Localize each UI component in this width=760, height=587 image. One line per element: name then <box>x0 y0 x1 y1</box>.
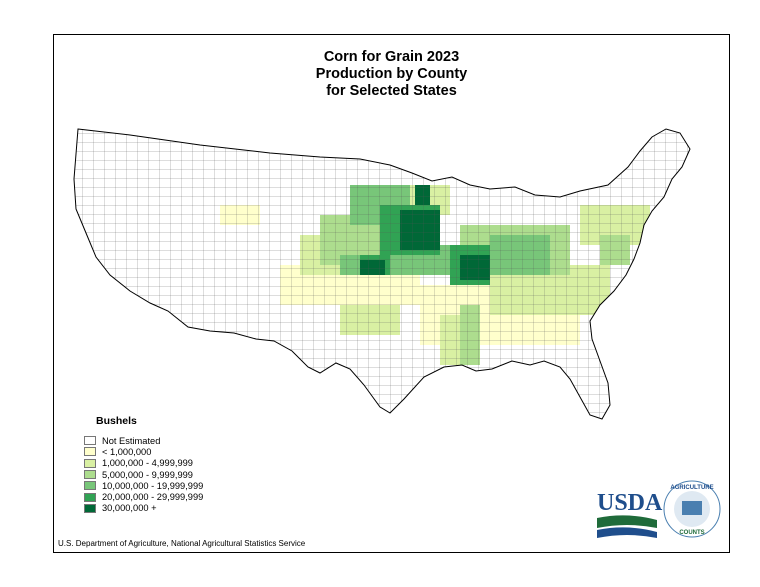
legend-swatch <box>84 447 96 457</box>
legend-label: 20,000,000 - 29,999,999 <box>102 492 204 503</box>
legend-item: < 1,000,000 <box>84 446 203 457</box>
us-county-map <box>73 128 691 420</box>
badge-top-text: AGRICULTURE <box>670 485 713 491</box>
legend-item: 5,000,000 - 9,999,999 <box>84 469 203 480</box>
legend-item: 30,000,000 + <box>84 503 203 514</box>
legend: Bushels Not Estimated < 1,000,000 1,000,00… <box>84 415 203 514</box>
badge-bottom-text: COUNTS <box>679 530 704 536</box>
legend-label: Not Estimated <box>102 435 161 446</box>
legend-swatch <box>84 492 96 502</box>
legend-item: 1,000,000 - 4,999,999 <box>84 458 203 469</box>
legend-label: < 1,000,000 <box>102 446 152 457</box>
legend-title: Bushels <box>96 415 137 427</box>
legend-swatch <box>84 470 96 480</box>
legend-swatch <box>84 503 96 513</box>
legend-swatch <box>84 436 96 446</box>
legend-item: 20,000,000 - 29,999,999 <box>84 491 203 502</box>
source-credit: U.S. Department of Agriculture, National… <box>58 539 306 548</box>
us-outline <box>73 128 691 420</box>
legend-swatch <box>84 458 96 468</box>
map-title: Corn for Grain 2023 Production by County… <box>54 49 729 100</box>
usda-text: USDA <box>597 490 663 516</box>
title-line-1: Corn for Grain 2023 <box>323 49 460 65</box>
legend-label: 30,000,000 + <box>102 503 157 514</box>
legend-label: 5,000,000 - 9,999,999 <box>102 469 193 480</box>
logos: USDA AGRICULTURE COUNTS <box>597 480 721 538</box>
legend-label: 10,000,000 - 19,999,999 <box>102 480 204 491</box>
map-frame: Corn for Grain 2023 Production by County… <box>53 34 730 553</box>
legend-swatch <box>84 481 96 491</box>
title-line-2: Production by County <box>315 66 468 82</box>
agriculture-counts-badge: AGRICULTURE COUNTS <box>663 480 721 538</box>
usda-logo: USDA <box>597 490 663 538</box>
legend-item: 10,000,000 - 19,999,999 <box>84 480 203 491</box>
legend-item: Not Estimated <box>84 435 203 446</box>
legend-label: 1,000,000 - 4,999,999 <box>102 458 193 469</box>
title-line-3: for Selected States <box>326 83 457 99</box>
legend-rows: Not Estimated < 1,000,000 1,000,000 - 4,99… <box>84 435 203 514</box>
